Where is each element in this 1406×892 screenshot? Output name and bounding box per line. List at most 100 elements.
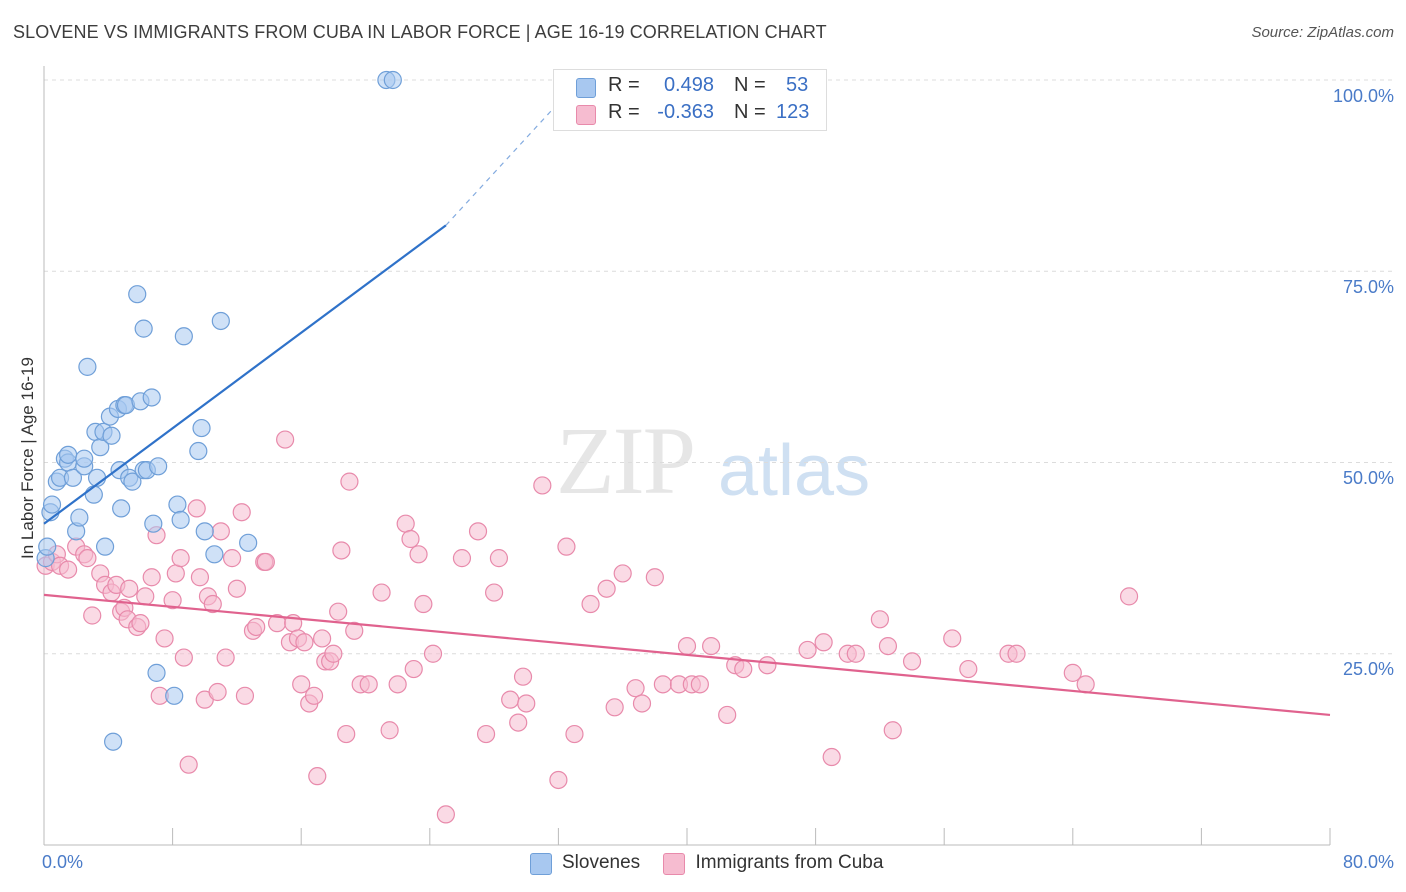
point-immigrants-from-cuba-60 [332,541,351,560]
trend-lines [43,102,1331,717]
trend-line-slovenes-extension [445,102,559,226]
point-immigrants-from-cuba-65 [359,675,378,694]
point-immigrants-from-cuba-59 [329,602,348,621]
point-immigrants-from-cuba-93 [626,679,645,698]
point-immigrants-from-cuba-80 [489,549,509,568]
point-immigrants-from-cuba-61 [337,724,356,744]
point-immigrants-from-cuba-91 [605,698,624,717]
point-immigrants-from-cuba-95 [645,568,664,587]
point-immigrants-from-cuba-90 [597,579,616,598]
point-immigrants-from-cuba-44 [256,552,275,572]
point-immigrants-from-cuba-34 [208,682,227,702]
point-immigrants-from-cuba-121 [1119,587,1139,606]
point-slovenes-9 [63,468,83,487]
legend-swatch-pink [576,105,596,125]
point-immigrants-from-cuba-24 [163,591,182,610]
point-slovenes-51 [383,70,402,90]
point-slovenes-8 [59,445,78,464]
legend-r-value: -0.363 [657,101,714,123]
point-immigrants-from-cuba-8 [83,606,102,625]
point-immigrants-from-cuba-120 [1076,675,1095,694]
point-immigrants-from-cuba-114 [883,721,902,740]
x-tick-label-min: 0.0% [42,852,84,872]
point-immigrants-from-cuba-54 [308,767,327,786]
point-immigrants-from-cuba-84 [517,694,536,713]
point-immigrants-from-cuba-102 [718,705,737,725]
point-immigrants-from-cuba-35 [211,522,230,541]
point-immigrants-from-cuba-76 [452,549,472,568]
point-immigrants-from-cuba-108 [822,747,841,767]
point-immigrants-from-cuba-30 [190,568,210,587]
legend-n-value: 123 [776,101,810,123]
swatch-cuba [663,853,686,875]
point-immigrants-from-cuba-86 [549,770,568,790]
point-immigrants-from-cuba-105 [758,656,777,675]
point-immigrants-from-cuba-39 [232,503,251,522]
legend-n-value: 53 [786,74,809,96]
point-immigrants-from-cuba-66 [372,583,391,602]
point-immigrants-from-cuba-51 [295,633,314,652]
point-immigrants-from-cuba-70 [401,529,420,549]
point-immigrants-from-cuba-89 [581,594,600,614]
point-immigrants-from-cuba-107 [814,633,833,652]
point-immigrants-from-cuba-111 [870,610,890,629]
point-immigrants-from-cuba-115 [943,629,962,648]
point-slovenes-3 [42,495,62,514]
point-immigrants-from-cuba-110 [846,644,865,663]
point-immigrants-from-cuba-19 [136,587,155,606]
source-credit: Source: ZipAtlas.com [1251,24,1394,41]
point-immigrants-from-cuba-33 [203,594,222,614]
point-slovenes-33 [134,319,153,338]
point-slovenes-25 [112,499,131,518]
point-slovenes-1 [38,537,57,556]
point-immigrants-from-cuba-63 [345,621,364,640]
point-immigrants-from-cuba-116 [959,659,978,679]
point-immigrants-from-cuba-74 [423,644,443,663]
point-slovenes-39 [165,686,184,705]
point-slovenes-14 [78,357,97,376]
point-slovenes-47 [211,311,230,331]
point-immigrants-from-cuba-27 [174,648,193,667]
point-immigrants-from-cuba-42 [247,617,266,637]
point-slovenes-41 [171,510,190,529]
point-immigrants-from-cuba-101 [702,636,721,656]
point-immigrants-from-cuba-118 [1007,644,1026,663]
point-immigrants-from-cuba-29 [187,499,206,518]
point-immigrants-from-cuba-71 [404,659,423,679]
point-immigrants-from-cuba-46 [276,430,295,449]
point-immigrants-from-cuba-81 [501,690,520,709]
point-immigrants-from-cuba-58 [324,644,343,663]
point-slovenes-35 [142,388,161,407]
point-immigrants-from-cuba-69 [396,514,415,533]
point-slovenes-30 [128,285,147,304]
point-immigrants-from-cuba-23 [155,629,174,648]
point-immigrants-from-cuba-96 [653,675,672,694]
point-slovenes-20 [95,537,115,556]
chart-title: SLOVENE VS IMMIGRANTS FROM CUBA IN LABOR… [13,22,827,42]
trend-line-slovenes [43,224,447,525]
point-slovenes-29 [123,472,142,491]
x-tick-label-max: 80.0% [1342,852,1394,872]
point-immigrants-from-cuba-25 [166,564,185,583]
y-axis-label: In Labor Force | Age 16-19 [18,357,37,559]
point-immigrants-from-cuba-7 [78,549,97,568]
legend-n-label: N = [734,74,766,96]
legend-r-label: R = [608,101,640,123]
point-immigrants-from-cuba-16 [120,579,139,598]
point-immigrants-from-cuba-82 [509,713,528,732]
point-immigrants-from-cuba-37 [222,549,242,568]
point-immigrants-from-cuba-113 [902,652,922,671]
point-slovenes-37 [147,663,166,682]
point-immigrants-from-cuba-85 [533,476,552,495]
point-immigrants-from-cuba-28 [179,755,198,774]
legend-item-cuba: Immigrants from Cuba [663,852,883,875]
point-slovenes-45 [195,522,214,541]
watermark-zip: ZIP [556,407,696,514]
point-immigrants-from-cuba-106 [798,640,817,660]
y-tick-label-100: 100.0% [1332,86,1394,106]
point-slovenes-40 [168,495,187,514]
grid-lines [44,79,1392,655]
legend-r-label: R = [608,74,640,96]
point-immigrants-from-cuba-72 [409,545,428,564]
